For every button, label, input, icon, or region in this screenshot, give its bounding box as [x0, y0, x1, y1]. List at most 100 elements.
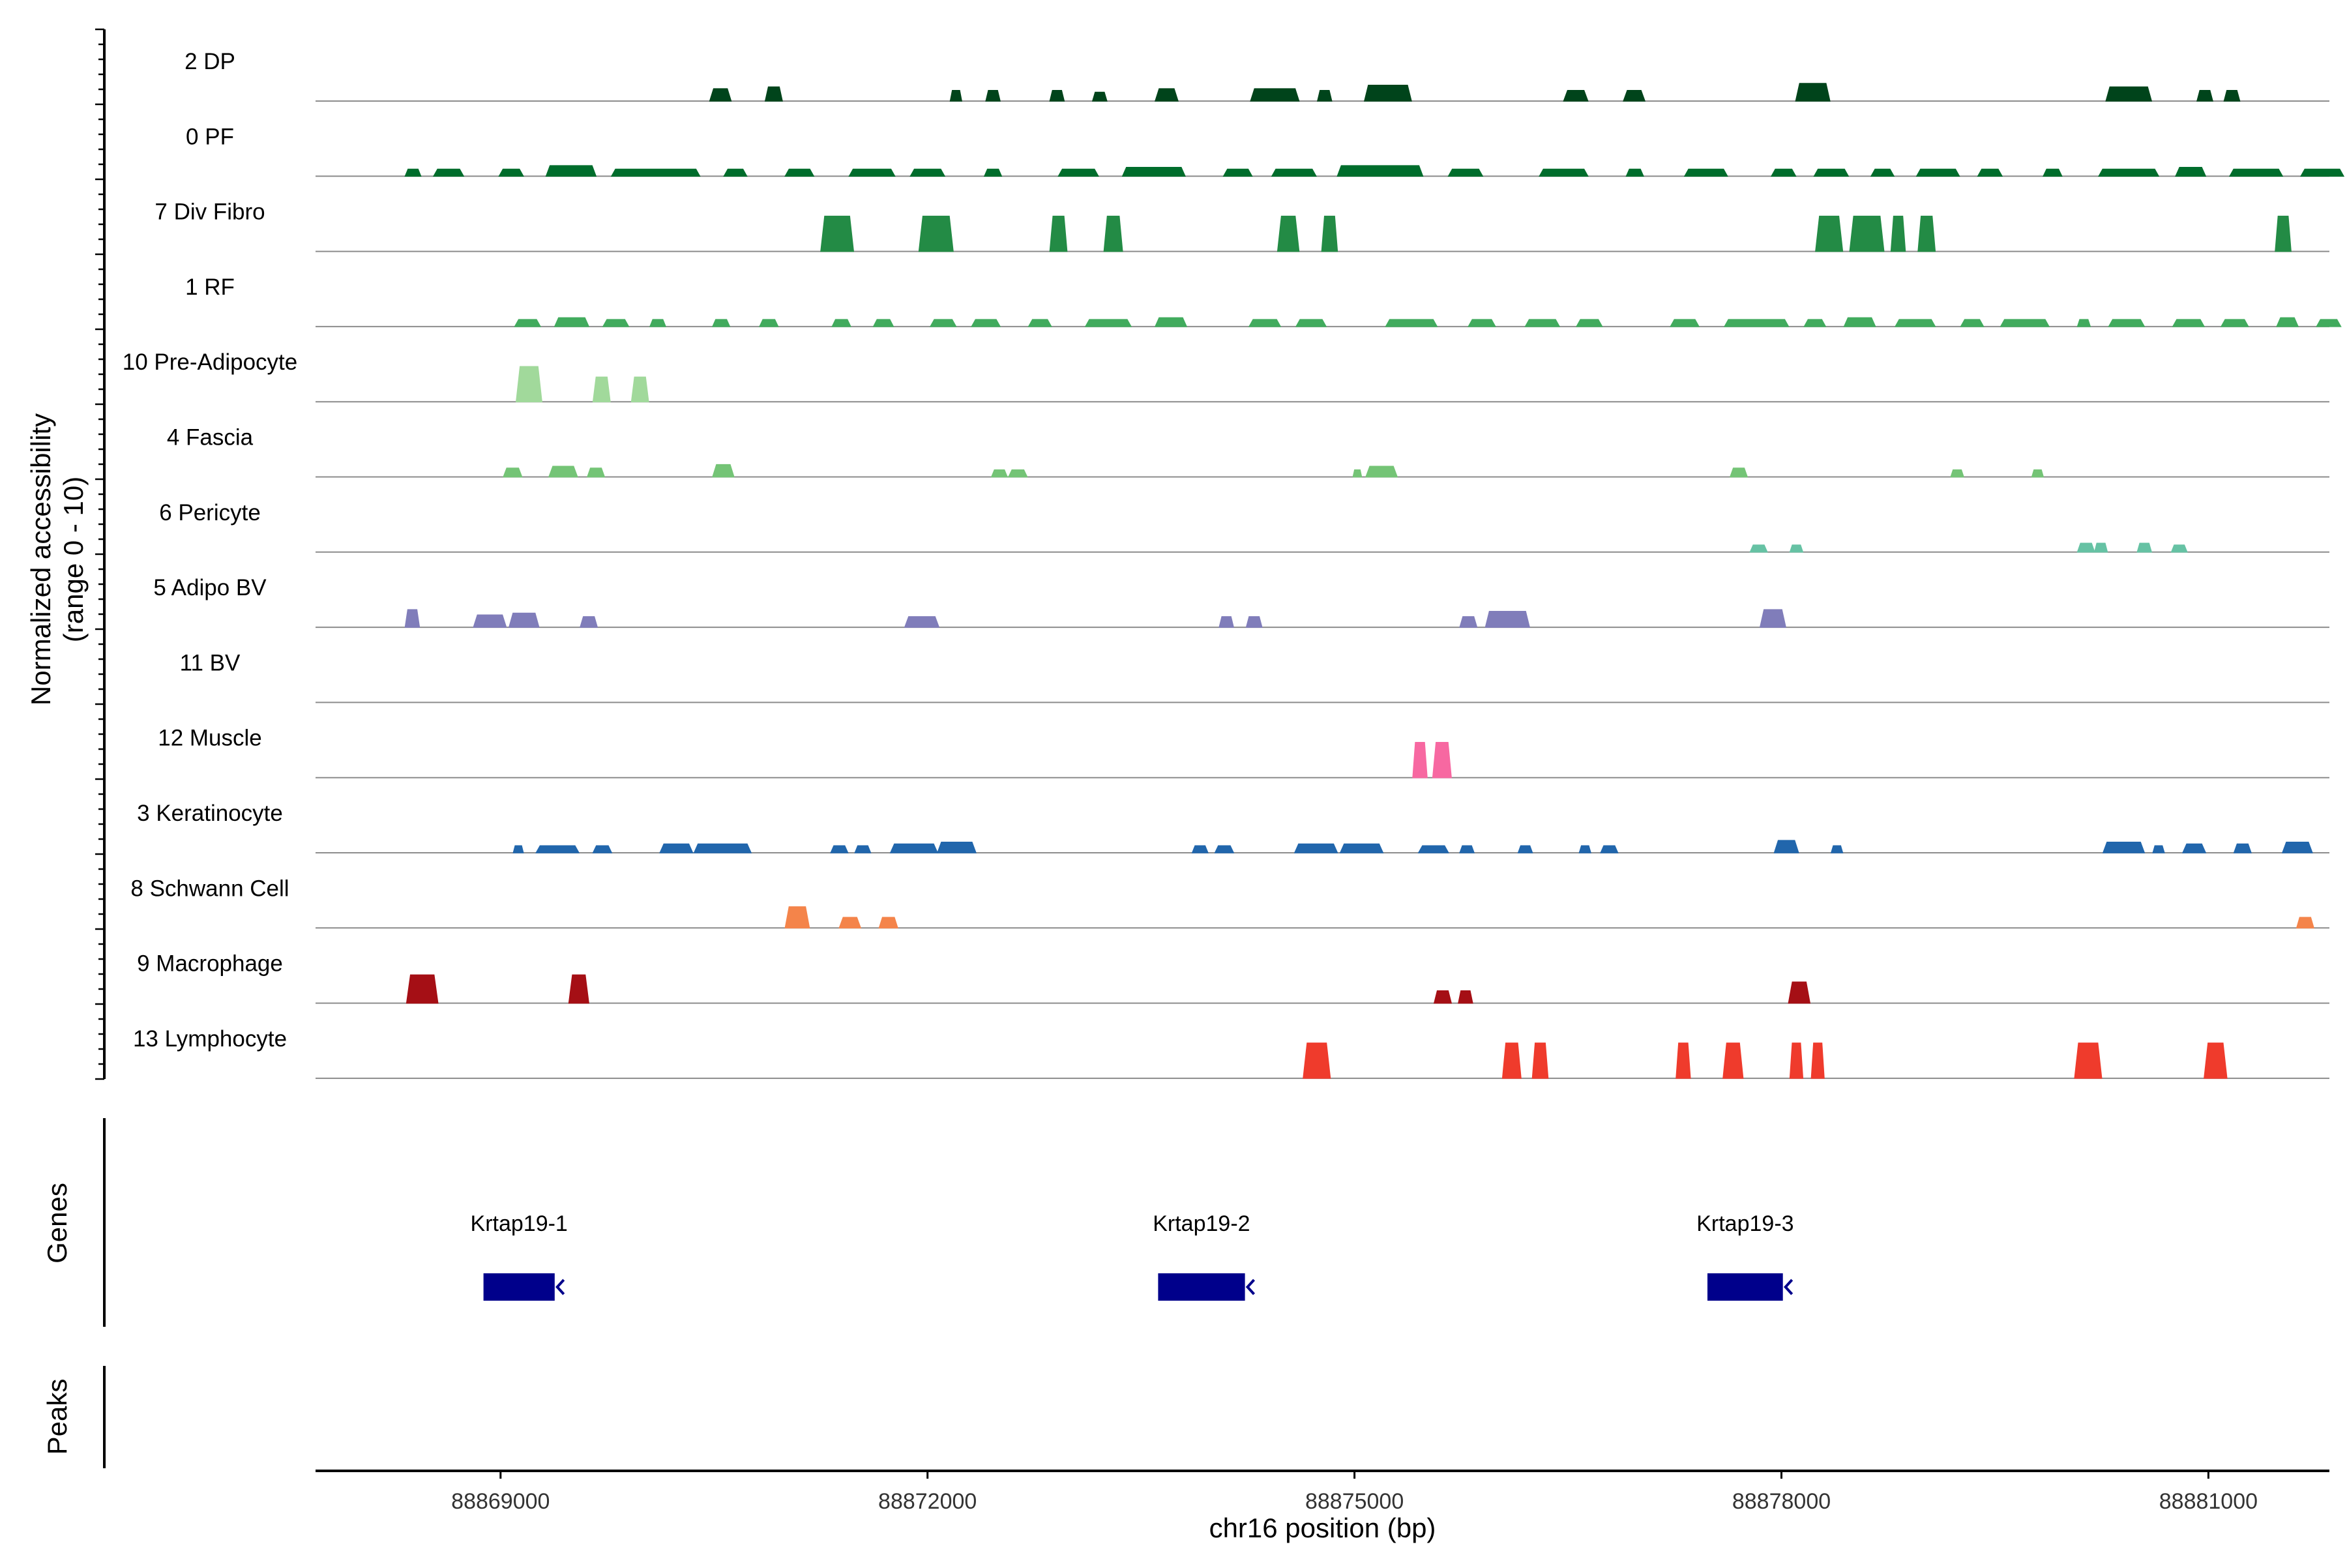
gene-annotations: Krtap19-1 Krtap19-2 Krtap19-3 — [471, 1211, 1794, 1301]
coverage-peak — [554, 317, 590, 327]
coverage-peak — [1412, 741, 1428, 778]
coverage-peak — [1788, 981, 1811, 1004]
coverage-tracks: 2 DP 0 PF 7 Div Fibro 1 RF 10 Pre-Adipocyte 4… — [123, 49, 2345, 1079]
track-11: 3 Keratinocyte — [137, 801, 2329, 853]
coverage-peak — [1843, 317, 1876, 327]
coverage-peak — [404, 609, 421, 628]
coverage-peak — [848, 168, 896, 177]
coverage-peak — [1049, 90, 1065, 102]
gene-krtap19-2: Krtap19-2 — [1153, 1211, 1256, 1301]
coverage-peak — [949, 90, 963, 102]
coverage-peak — [2000, 319, 2050, 327]
coverage-peak — [548, 466, 578, 478]
coverage-peak — [2175, 167, 2207, 177]
coverage-peak — [1352, 469, 1363, 478]
coverage-peak — [1517, 845, 1533, 853]
coverage-peak — [1759, 609, 1787, 628]
coverage-peak — [918, 215, 954, 252]
coverage-peak — [909, 168, 946, 177]
coverage-peak — [649, 319, 667, 327]
coverage-peak — [1773, 840, 1799, 853]
coverage-peak — [1683, 168, 1728, 177]
coverage-peak — [404, 168, 422, 177]
coverage-peak — [508, 612, 540, 628]
track-7: 6 Pericyte — [159, 500, 2329, 553]
track-label: 10 Pre-Adipocyte — [123, 349, 297, 375]
coverage-peak — [1870, 168, 1895, 177]
coverage-peak — [983, 168, 1003, 177]
coverage-peak — [602, 319, 630, 327]
coverage-peak — [406, 974, 439, 1004]
track-label: 5 Adipo BV — [153, 575, 267, 600]
coverage-peak — [2275, 215, 2292, 252]
coverage-peak — [503, 467, 523, 478]
coverage-peak — [1103, 215, 1123, 252]
coverage-peak — [2105, 86, 2153, 102]
coverage-peak — [831, 319, 851, 327]
coverage-peak — [498, 168, 524, 177]
x-tick-label: 88875000 — [1305, 1489, 1404, 1514]
coverage-peak — [1293, 843, 1338, 853]
coverage-peak — [929, 319, 957, 327]
coverage-peak — [936, 842, 977, 853]
coverage-peak — [1795, 83, 1831, 102]
coverage-peak — [764, 86, 783, 102]
coverage-peak — [1365, 466, 1398, 478]
coverage-peak — [1563, 90, 1589, 102]
track-label: 7 Div Fibro — [155, 200, 265, 225]
coverage-peak — [1810, 1043, 1825, 1079]
coverage-peak — [630, 376, 649, 402]
coverage-peak — [2076, 542, 2095, 553]
track-label: 6 Pericyte — [159, 500, 261, 525]
coverage-peak — [2300, 168, 2345, 177]
coverage-peak — [1670, 319, 1700, 327]
strand-arrow — [1784, 1279, 1793, 1295]
track-label: 3 Keratinocyte — [137, 801, 283, 826]
coverage-peak — [904, 616, 940, 628]
coverage-peak — [1316, 90, 1333, 102]
coverage-peak — [838, 917, 862, 929]
track-9: 11 BV — [180, 650, 2329, 703]
coverage-peak — [1600, 845, 1619, 853]
coverage-peak — [512, 845, 524, 853]
coverage-peak — [1849, 215, 1885, 252]
coverage-peak — [758, 319, 779, 327]
x-tick-label: 88872000 — [878, 1489, 977, 1514]
coverage-peak — [1250, 88, 1300, 102]
coverage-peak — [830, 845, 849, 853]
coverage-peak — [1363, 84, 1412, 102]
gene-krtap19-1: Krtap19-1 — [471, 1211, 568, 1301]
coverage-peak — [854, 845, 872, 853]
coverage-peak — [1091, 91, 1108, 102]
coverage-peak — [1501, 1043, 1522, 1079]
track-label: 12 Muscle — [158, 726, 262, 751]
coverage-peak — [1890, 215, 1906, 252]
x-axis: 88869000 88872000 88875000 88878000 88881000… — [316, 1470, 2329, 1543]
coverage-peak — [1385, 319, 1438, 327]
coverage-peak — [1458, 990, 1473, 1004]
track-label: 9 Macrophage — [137, 951, 283, 977]
coverage-peak — [1432, 741, 1452, 778]
coverage-peak — [1789, 1043, 1804, 1079]
coverage-peak — [1459, 616, 1478, 628]
coverage-peak — [1723, 319, 1790, 327]
coverage-peak — [1675, 1043, 1691, 1079]
coverage-peak — [1830, 845, 1844, 853]
strand-arrow — [555, 1279, 565, 1295]
coverage-peak — [872, 319, 894, 327]
track-label: 8 Schwann Cell — [130, 876, 289, 901]
track-3: 7 Div Fibro — [155, 200, 2329, 252]
coverage-peak — [1339, 843, 1384, 853]
coverage-peak — [1722, 1043, 1744, 1079]
coverage-peak — [1271, 168, 1317, 177]
coverage-peak — [1468, 319, 1496, 327]
strand-arrow — [1245, 1279, 1256, 1295]
y-axis-title-line1: Normalized accessibility — [25, 413, 56, 705]
coverage-peak — [586, 467, 606, 478]
coverage-peak — [1575, 319, 1603, 327]
coverage-peak — [1789, 544, 1804, 553]
coverage-peak — [1749, 544, 1768, 553]
x-axis-title: chr16 position (bp) — [1209, 1513, 1436, 1543]
coverage-peak — [1524, 319, 1561, 327]
